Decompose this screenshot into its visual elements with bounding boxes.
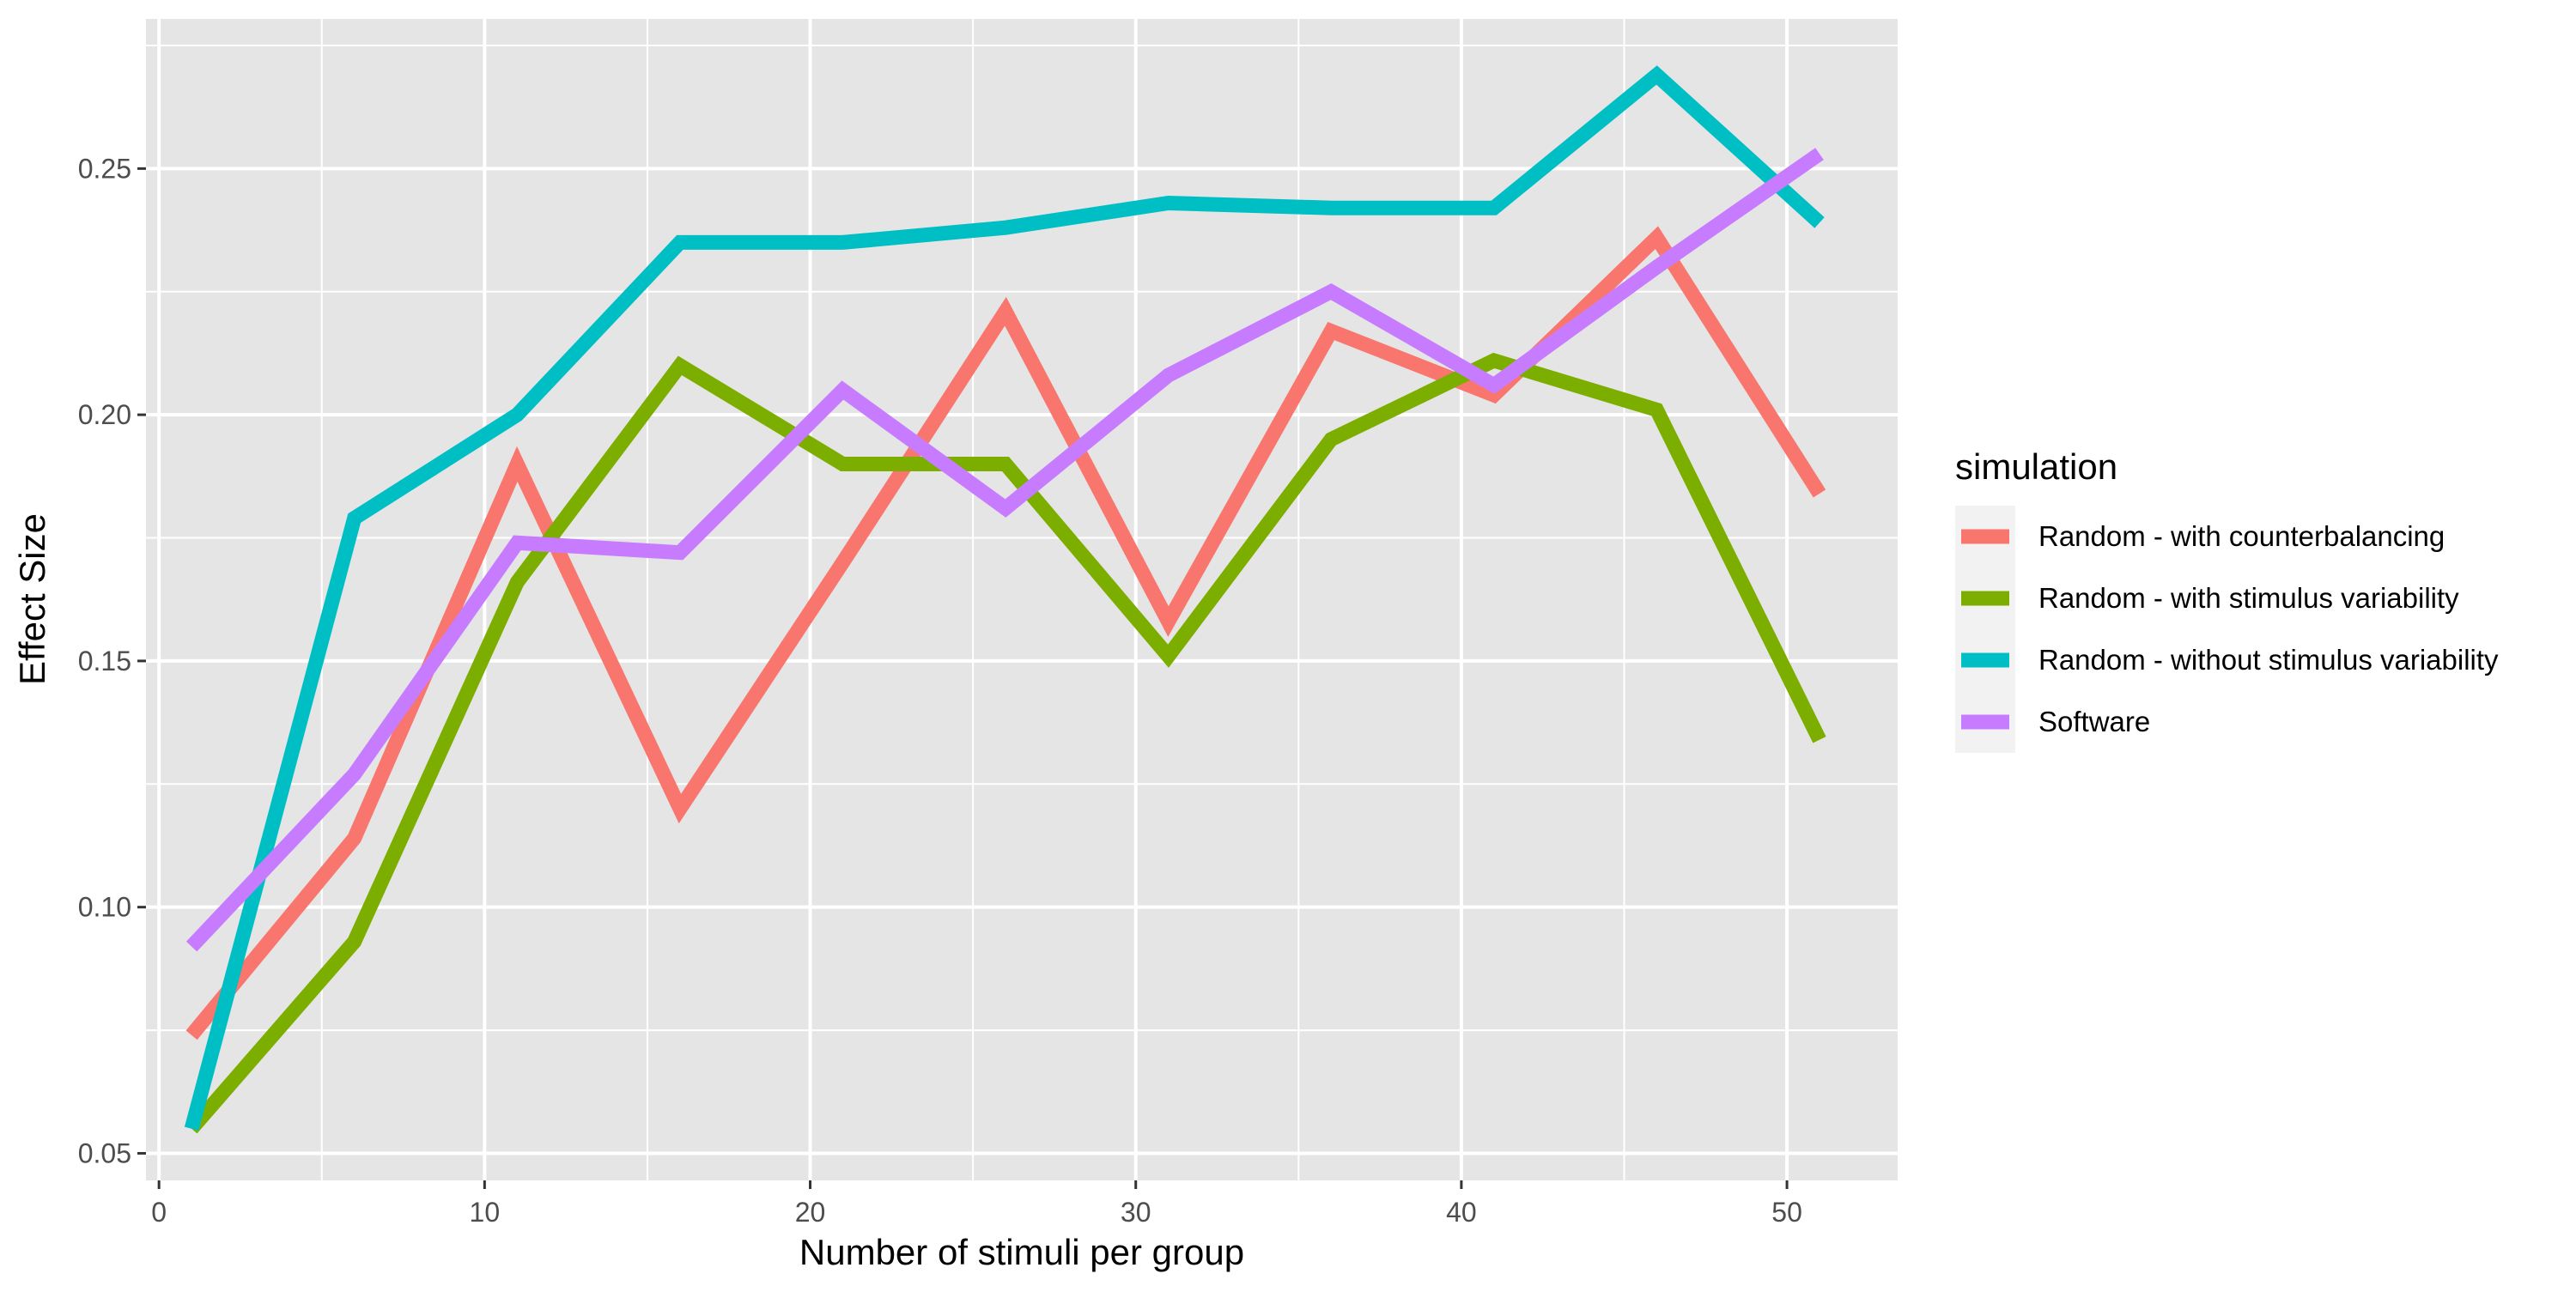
legend-label: Random - with stimulus variability <box>2038 582 2459 614</box>
y-axis: 0.05 0.10 0.15 0.20 0.25 <box>78 153 146 1168</box>
y-tick-label: 0.15 <box>78 646 131 676</box>
x-tick-label: 30 <box>1121 1197 1151 1228</box>
series-line <box>184 65 1825 1131</box>
legend-label: Random - without stimulus variability <box>2038 644 2499 676</box>
y-tick-label: 0.20 <box>78 399 131 430</box>
x-tick-label: 10 <box>470 1197 501 1228</box>
x-tick-label: 0 <box>151 1197 167 1228</box>
legend-items: Random - with counterbalancing Random - w… <box>1955 506 2499 753</box>
y-axis-title: Effect Size <box>12 513 52 685</box>
x-axis-title: Number of stimuli per group <box>799 1232 1244 1272</box>
x-tick-label: 50 <box>1771 1197 1802 1228</box>
x-axis: 0 10 20 30 40 50 <box>151 1180 1802 1228</box>
legend-label: Random - with counterbalancing <box>2038 520 2445 552</box>
x-tick-label: 40 <box>1446 1197 1477 1228</box>
y-tick-label: 0.05 <box>78 1137 131 1168</box>
legend-label: Software <box>2038 706 2150 737</box>
series-lines <box>184 65 1826 1134</box>
plot-panel <box>146 19 1898 1180</box>
y-tick-label: 0.25 <box>78 153 131 184</box>
legend: simulation Random - with counterbalancin… <box>1955 446 2499 753</box>
legend-title: simulation <box>1955 446 2117 487</box>
series-line <box>185 352 1826 1134</box>
y-tick-label: 0.10 <box>78 892 131 923</box>
x-tick-label: 20 <box>795 1197 826 1228</box>
series-line <box>185 148 1824 952</box>
